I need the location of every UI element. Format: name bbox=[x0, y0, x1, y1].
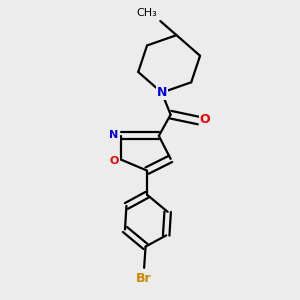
Text: N: N bbox=[157, 86, 167, 99]
Text: Br: Br bbox=[136, 272, 152, 285]
Text: O: O bbox=[110, 156, 119, 166]
Text: N: N bbox=[110, 130, 119, 140]
Text: O: O bbox=[200, 112, 210, 126]
Text: CH₃: CH₃ bbox=[136, 8, 158, 17]
